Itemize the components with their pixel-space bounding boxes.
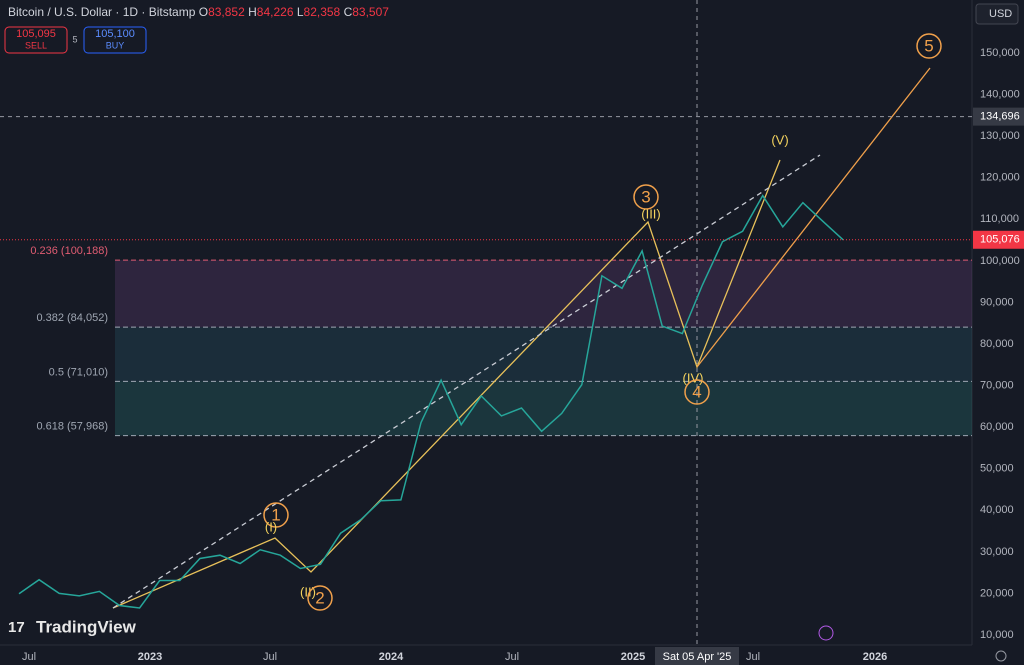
wave-circle (263, 502, 289, 528)
price-tick-label: 110,000 (980, 213, 1019, 225)
time-tick-label: 2026 (863, 651, 887, 663)
time-tick-label: 2024 (379, 651, 404, 663)
price-tick-label: 100,000 (980, 255, 1020, 267)
wave-number: 4 (692, 382, 701, 401)
price-tick-label: 70,000 (980, 379, 1014, 391)
crosshair-date: Sat 05 Apr '25 (663, 651, 732, 663)
wave-roman: (III) (641, 206, 661, 221)
high: 84,226 (257, 5, 294, 19)
fib-label: 0.5 (71,010) (49, 366, 108, 378)
wave-lines (112, 67, 931, 609)
price-tick-label: 90,000 (980, 296, 1014, 308)
wave-circle (916, 33, 942, 59)
price-tick-label: 10,000 (980, 629, 1014, 641)
wave-labels: 1(I)(II) 23(III)(IV)4(V)5 (263, 33, 942, 611)
crosshair-price-box (973, 107, 1024, 126)
fib-zone (115, 381, 972, 436)
wave-number: 1 (271, 505, 280, 524)
wave-number: 5 (924, 36, 933, 55)
wave-path (112, 159, 781, 609)
last-price: 105,076 (980, 234, 1020, 246)
currency: USD (989, 8, 1012, 20)
time-tick-label: 2025 (621, 651, 645, 663)
price-tick-label: 60,000 (980, 421, 1014, 433)
wave-number: 3 (641, 187, 650, 206)
open: 83,852 (208, 5, 245, 19)
price-tick-label: 140,000 (980, 88, 1020, 100)
wave-circle (307, 585, 333, 611)
settings-icon[interactable] (995, 650, 1007, 662)
h-key: H (248, 5, 257, 19)
price-tick-label: 50,000 (980, 463, 1014, 475)
c-key: C (344, 5, 353, 19)
currency-select[interactable] (975, 3, 1019, 25)
wave-circle (633, 184, 659, 210)
sell-price: 105,095 (16, 28, 56, 40)
wave-roman: (V) (771, 132, 788, 147)
price-tick-label: 30,000 (980, 546, 1014, 558)
price-plot (18, 194, 844, 609)
brand-logo: TradingView (36, 617, 137, 636)
sell-button[interactable] (4, 26, 68, 54)
price-tick-label: 130,000 (980, 130, 1020, 142)
symbol: Bitcoin / U.S. Dollar · 1D · Bitstamp (8, 5, 196, 19)
buy-button[interactable] (83, 26, 147, 54)
crosshair-date-box (655, 647, 739, 665)
price-tick-label: 150,000 (980, 47, 1020, 59)
crosshair-price: 134,696 (980, 111, 1020, 123)
time-tick-label: 2023 (138, 651, 162, 663)
close: 83,507 (352, 5, 389, 19)
l-key: L (297, 5, 304, 19)
buy-label: BUY (106, 40, 125, 50)
symbol-title: Bitcoin / U.S. Dollar · 1D · Bitstamp O8… (8, 5, 389, 19)
buy-price: 105,100 (95, 28, 135, 40)
wave-roman: (IV) (683, 370, 704, 385)
fib-label: 0.382 (84,052) (36, 312, 108, 324)
price-tick-label: 40,000 (980, 504, 1014, 516)
projection-line (696, 67, 931, 368)
time-tick-label: Jul (505, 651, 519, 663)
o-key: O (199, 5, 208, 19)
price-tick-label: 20,000 (980, 587, 1014, 599)
fib-label: 0.618 (57,968) (36, 420, 108, 432)
wave-number: 2 (315, 588, 324, 607)
last-price-box (973, 230, 1024, 249)
fib-zone (115, 327, 972, 382)
fib-label: 0.236 (100,188) (30, 245, 108, 257)
price-line (18, 194, 844, 609)
trend-line (112, 154, 821, 609)
time-tick-label: Jul (22, 651, 36, 663)
spread: 5 (72, 34, 77, 44)
low: 82,358 (304, 5, 341, 19)
time-tick-label: Jul (746, 651, 760, 663)
price-tick-label: 80,000 (980, 338, 1014, 350)
event-icon[interactable] (818, 625, 834, 641)
price-tick-label: 120,000 (980, 172, 1020, 184)
sell-label: SELL (25, 40, 47, 50)
time-tick-label: Jul (263, 651, 277, 663)
fib-zones: 0.236 (100,188) 0.382 (84,052) 0.5 (71,010… (30, 245, 972, 437)
brand-icon: 17 (8, 619, 25, 636)
fib-zone (115, 260, 972, 328)
wave-circle (684, 379, 710, 405)
wave-roman: (I) (265, 519, 277, 534)
